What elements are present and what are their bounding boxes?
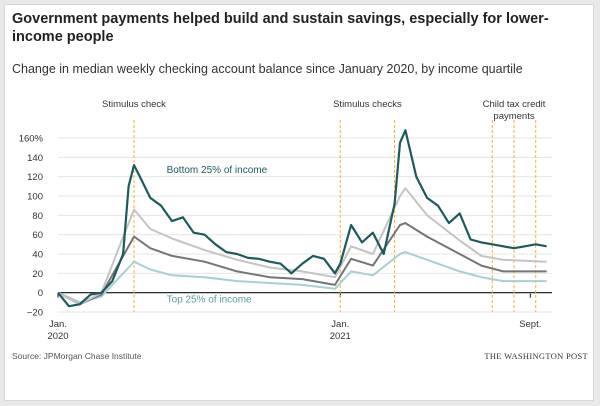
y-tick-label: 20 <box>32 269 43 280</box>
x-tick-year: 2020 <box>47 331 68 342</box>
event-label: Stimulus checks <box>333 99 402 110</box>
x-tick-label: Sept. <box>519 319 541 330</box>
y-tick-label: 60 <box>32 230 43 241</box>
chart-card <box>4 4 594 401</box>
event-label: Child tax credit payments <box>483 99 546 122</box>
series-annotation-bottom: Bottom 25% of income <box>167 165 268 176</box>
chart-title: Government payments helped build and sus… <box>12 11 549 45</box>
y-tick-label: 40 <box>32 250 43 261</box>
event-label: Stimulus check <box>102 99 166 110</box>
y-tick-label: 80 <box>32 211 43 222</box>
y-tick-label: 140 <box>27 153 43 164</box>
series-line-q2 <box>57 222 547 306</box>
series-line-top <box>57 251 547 304</box>
source-note: Source: JPMorgan Chase Institute <box>12 351 142 361</box>
y-tick-label: 120 <box>27 172 43 183</box>
x-tick-label: Jan. <box>49 319 67 330</box>
y-tick-label: −20 <box>27 308 43 319</box>
chart-subtitle: Change in median weekly checking account… <box>12 62 523 76</box>
y-tick-label: 160% <box>19 134 44 145</box>
series-layer <box>57 129 547 308</box>
publisher-logo: THE WASHINGTON POST <box>484 351 588 361</box>
x-tick-year: 2021 <box>330 331 351 342</box>
label-layer: −20020406080100120140160%Jan.2020Jan.202… <box>19 99 546 342</box>
y-tick-label: 0 <box>38 288 43 299</box>
series-line-bottom <box>57 129 547 308</box>
x-tick-label: Jan. <box>331 319 349 330</box>
series-line-q3 <box>57 187 547 306</box>
y-tick-label: 100 <box>27 192 43 203</box>
series-annotation-top: Top 25% of income <box>167 294 252 305</box>
